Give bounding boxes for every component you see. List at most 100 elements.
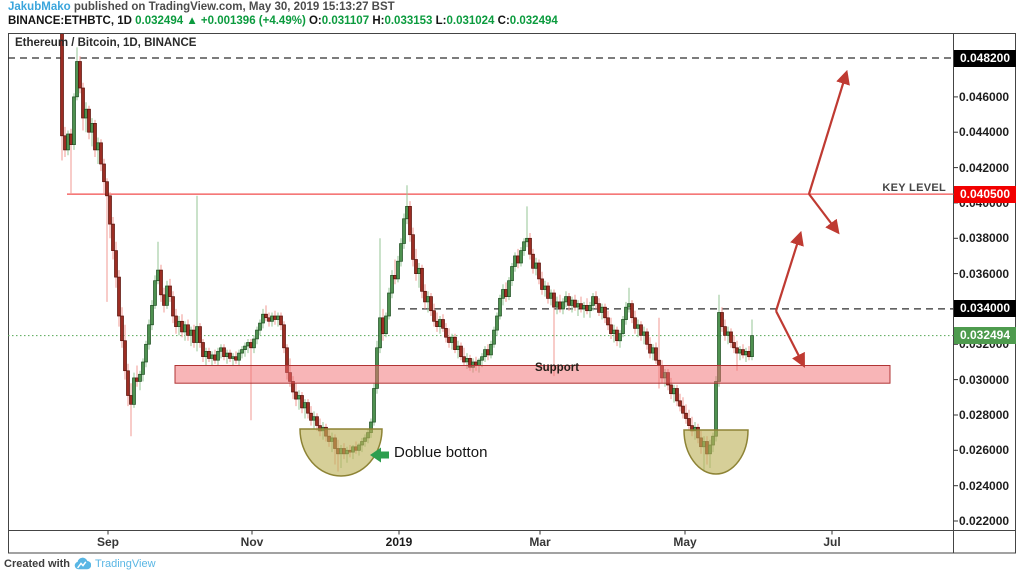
candle-body: [729, 331, 733, 343]
chart-legend-title[interactable]: Ethereum / Bitcoin, 1D, BINANCE: [15, 37, 197, 49]
candle-body: [612, 329, 616, 334]
candle-body: [447, 336, 451, 343]
low-label: L:: [435, 15, 447, 27]
candle-body: [678, 400, 682, 407]
candle-body: [228, 352, 232, 359]
candle-body: [420, 267, 424, 292]
candle-body: [453, 336, 457, 350]
candle-body: [372, 388, 376, 423]
high-label: H:: [372, 15, 385, 27]
candle-body: [732, 342, 736, 349]
candle-body: [102, 163, 106, 183]
candle-body: [147, 324, 151, 345]
candle-body: [297, 395, 301, 400]
candle-body: [516, 255, 520, 264]
publisher-line: JakubMako published on TradingView.com, …: [8, 1, 395, 13]
candle-body: [126, 370, 130, 396]
price-axis-tick-label: 0.022000: [959, 514, 1010, 528]
candle-body: [564, 296, 568, 303]
price-axis-tick-label: 0.028000: [959, 408, 1010, 422]
close-label: C:: [497, 15, 510, 27]
price-change: +0.001396 (+4.49%): [200, 15, 306, 27]
candle-body: [480, 356, 484, 361]
candle-body: [171, 296, 175, 317]
candle-body: [87, 108, 91, 133]
candle-body: [186, 324, 190, 336]
projection-arrow[interactable]: [808, 193, 840, 235]
candle-body: [387, 292, 391, 317]
candle-body: [246, 342, 250, 347]
candle-body: [129, 395, 133, 405]
candle-body: [459, 345, 463, 358]
candle-body: [585, 305, 589, 312]
candle-body: [195, 326, 199, 343]
candle-body: [723, 326, 727, 336]
candle-body: [243, 345, 247, 350]
candle-body: [294, 391, 298, 400]
candle-body: [210, 354, 214, 359]
candle-body: [747, 351, 751, 358]
candle-body: [525, 237, 529, 243]
candle-body: [72, 96, 76, 145]
tradingview-logo-icon[interactable]: [74, 557, 92, 570]
candle-body: [216, 351, 220, 361]
candle-body: [144, 343, 148, 363]
candle-body: [642, 331, 646, 336]
left-arrow-icon: [370, 447, 389, 463]
candle-body: [492, 329, 496, 345]
support-zone[interactable]: [174, 365, 891, 384]
projection-arrow[interactable]: [774, 230, 804, 312]
candle-body: [507, 280, 511, 297]
open-label: O:: [308, 15, 322, 27]
symbol-label: BINANCE:ETHBTC, 1D: [8, 15, 132, 27]
candle-body: [537, 262, 541, 280]
candle-body: [117, 276, 121, 317]
price-axis-tick-label: 0.026000: [959, 443, 1010, 458]
projection-arrow[interactable]: [775, 310, 805, 368]
projection-arrow[interactable]: [807, 69, 850, 195]
candle-body: [429, 296, 433, 312]
footer-attribution: Created with TradingView: [4, 557, 156, 570]
candle-body: [624, 306, 628, 320]
candle-body: [393, 275, 397, 280]
time-axis-label: Sep: [96, 535, 120, 549]
candle-body: [423, 290, 427, 303]
price-axis-badge-black: 0.048200: [954, 49, 1016, 67]
price-axis-tick-label: 0.038000: [959, 231, 1010, 246]
candle-body: [552, 292, 556, 308]
candle-body: [567, 296, 571, 306]
candle-body: [201, 342, 205, 357]
double-bottom-arc[interactable]: [299, 428, 383, 477]
time-axis-label: Nov: [240, 535, 264, 549]
candle-body: [183, 324, 187, 333]
candle-body: [315, 416, 319, 426]
candle-body: [138, 373, 142, 382]
price-axis-tick-label: 0.044000: [959, 125, 1010, 140]
candle-body: [267, 317, 271, 322]
candle-body: [255, 329, 259, 340]
open-value: 0.031107: [321, 15, 370, 27]
candle-body: [558, 301, 562, 310]
candle-body: [390, 275, 394, 294]
candle-body: [75, 61, 79, 98]
low-value: 0.031024: [446, 15, 495, 27]
candle-body: [378, 317, 382, 349]
candle-body: [639, 324, 643, 336]
candle-body: [120, 315, 124, 342]
candle-body: [441, 319, 445, 329]
candle-body: [636, 324, 640, 329]
publisher-username-link[interactable]: JakubMako: [8, 1, 71, 13]
candle-body: [687, 418, 691, 426]
candle-body: [555, 301, 559, 308]
tradingview-brand-link[interactable]: TradingView: [95, 557, 156, 570]
candle-body: [582, 305, 586, 310]
price-axis-tick-label: 0.030000: [959, 372, 1010, 387]
candle-body: [486, 349, 490, 356]
symbol-status-line: BINANCE:ETHBTC, 1D 0.032494 ▲ +0.001396 …: [8, 15, 558, 27]
double-bottom-arc[interactable]: [683, 429, 749, 475]
candle-body: [411, 234, 415, 260]
candle-body: [549, 292, 553, 299]
candle-body: [279, 315, 283, 326]
candle-body: [543, 285, 547, 290]
